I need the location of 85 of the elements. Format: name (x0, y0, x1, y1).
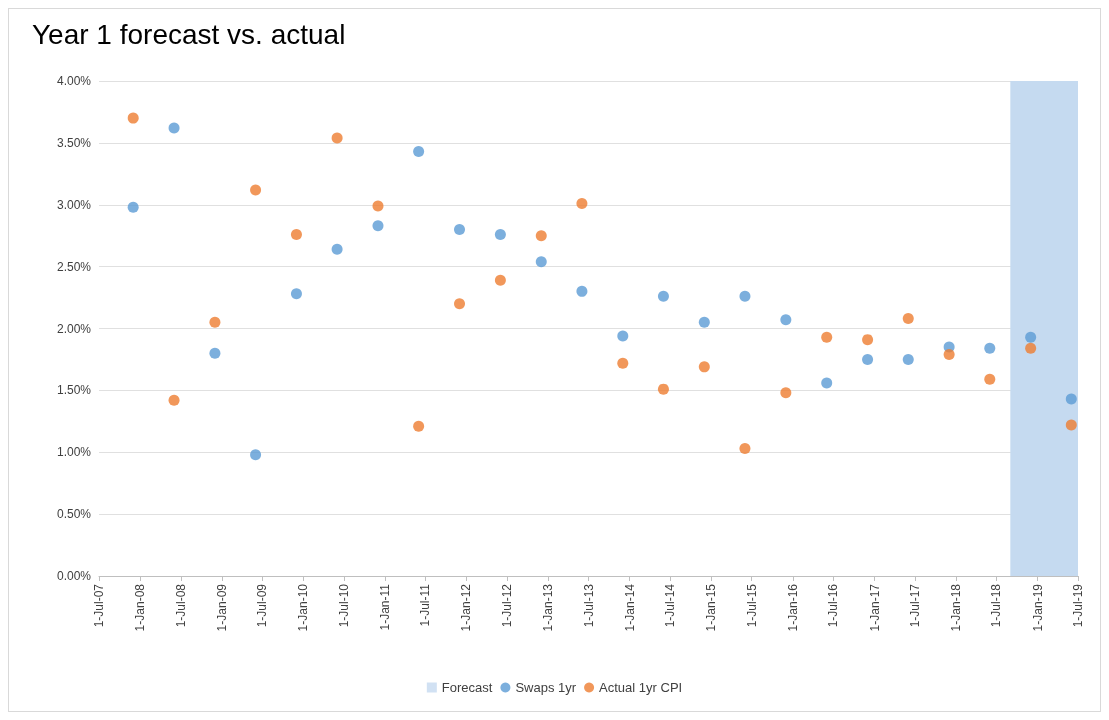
point (535, 256, 547, 268)
y-tick-label: 3.50% (56, 135, 92, 150)
point (657, 383, 669, 395)
x-tick-label: 1-Jan-09 (214, 583, 229, 632)
point (250, 449, 262, 461)
x-tick-label: 1-Jul-13 (581, 583, 596, 628)
point (1025, 342, 1037, 354)
point (454, 224, 466, 235)
x-tick-label: 1-Jan-11 (377, 583, 392, 631)
point (739, 443, 751, 455)
x-tick-label: 1-Jul-09 (255, 583, 270, 628)
point (984, 342, 996, 354)
x-tick-label: 1-Jul-07 (92, 583, 106, 628)
legend-label: Swaps 1yr (515, 680, 577, 695)
point (290, 228, 302, 240)
point (698, 316, 710, 328)
point (617, 357, 629, 369)
x-tick-label: 1-Jul-18 (989, 583, 1004, 628)
point (290, 288, 302, 300)
x-tick-label: 1-Jul-08 (173, 583, 188, 628)
y-tick-label: 4.00% (56, 74, 92, 88)
point (535, 230, 547, 242)
y-tick-label: 0.50% (56, 507, 92, 522)
x-tick-label: 1-Jan-08 (133, 583, 148, 632)
point (494, 228, 506, 240)
point (1065, 393, 1077, 405)
x-tick-label: 1-Jul-14 (663, 583, 678, 628)
point (127, 201, 139, 213)
y-tick-label: 2.50% (56, 259, 92, 274)
point (331, 132, 343, 144)
point (494, 274, 506, 286)
legend-label: Forecast (441, 680, 493, 695)
point (862, 353, 874, 365)
x-tick-label: 1-Jan-18 (949, 583, 964, 632)
point (902, 313, 914, 325)
point (902, 353, 914, 365)
x-tick-label: 1-Jan-17 (867, 583, 882, 632)
point (372, 200, 384, 212)
point (127, 112, 139, 124)
y-tick-label: 1.50% (56, 383, 92, 398)
x-tick-label: 1-Jan-13 (541, 583, 556, 632)
point (413, 146, 425, 158)
point (780, 387, 792, 399)
x-tick-label: 1-Jan-14 (622, 583, 637, 632)
point (168, 394, 180, 406)
x-tick-label: 1-Jan-19 (1030, 583, 1045, 632)
point (1025, 331, 1037, 343)
x-tick-label: 1-Jul-11 (418, 583, 433, 627)
point (943, 348, 955, 360)
y-tick-label: 1.00% (56, 445, 92, 460)
point (1065, 419, 1077, 431)
x-tick-label: 1-Jul-17 (907, 583, 922, 628)
point (576, 198, 588, 210)
point (657, 290, 669, 302)
x-tick-label: 1-Jul-10 (336, 583, 351, 628)
point (209, 316, 221, 328)
point (862, 334, 874, 346)
point (821, 331, 833, 343)
point (821, 377, 833, 389)
x-tick-label: 1-Jan-12 (459, 583, 474, 632)
point (698, 361, 710, 373)
point (250, 184, 262, 196)
point (331, 243, 343, 255)
x-tick-label: 1-Jul-12 (500, 583, 515, 628)
point (209, 347, 221, 359)
x-tick-label: 1-Jul-15 (744, 583, 759, 628)
y-tick-label: 0.00% (56, 569, 92, 583)
x-tick-label: 1-Jan-15 (704, 583, 719, 632)
point (739, 290, 751, 302)
point (984, 373, 996, 385)
point (617, 330, 629, 342)
x-tick-label: 1-Jan-16 (785, 583, 800, 632)
chart-title: Year 1 forecast vs. actual (32, 18, 346, 50)
point (168, 122, 180, 134)
legend-label: Actual 1yr CPI (599, 680, 683, 695)
x-tick-label: 1-Jan-10 (296, 583, 311, 632)
point (576, 285, 588, 297)
x-tick-label: 1-Jul-16 (826, 583, 841, 628)
point (780, 314, 792, 326)
point (413, 420, 425, 432)
point (454, 298, 466, 310)
y-tick-label: 3.00% (56, 197, 92, 212)
x-tick-label: 1-Jul-19 (1071, 583, 1085, 628)
y-tick-label: 2.00% (56, 321, 92, 336)
point (372, 220, 384, 232)
